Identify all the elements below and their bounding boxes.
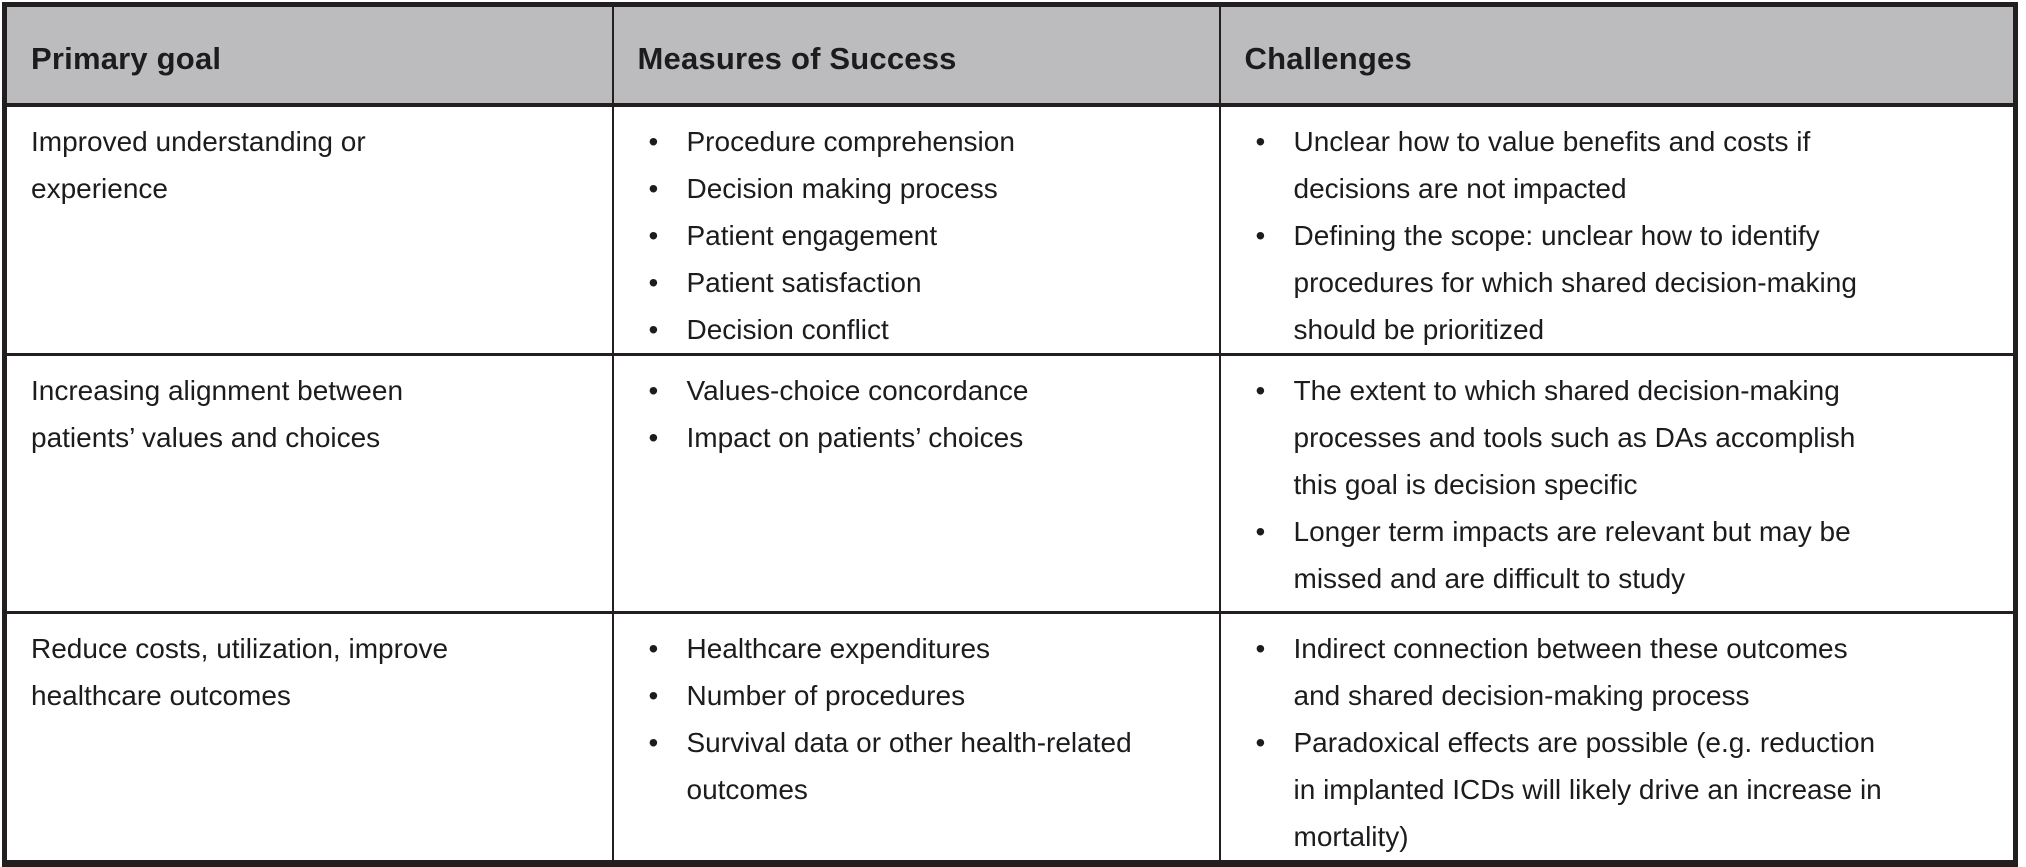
primary-goal-cell: Reduce costs, utilization, improve healt… [3, 611, 614, 864]
list-item: • Decision making process [638, 165, 1160, 212]
list-item-text: Number of procedures [686, 679, 966, 711]
table-body: Improved understanding or experience • Pro… [3, 103, 2017, 864]
primary-goal-cell: Increasing alignment between patients’ v… [3, 353, 614, 613]
list-item-text: Impact on patients’ choices [686, 421, 1024, 453]
measures-list: • Procedure comprehension • Decision making… [614, 118, 1211, 353]
list-item: • Impact on patients’ choices [638, 414, 1160, 461]
list-item: • Indirect connection between these outco… [1245, 625, 1900, 719]
list-item-text: Survival data or other health-related ou… [686, 726, 1132, 805]
bullet-icon: • [1255, 726, 1266, 758]
list-item-text: Values-choice concordance [686, 374, 1029, 406]
list-item-text: Defining the scope: unclear how to ident… [1293, 219, 1857, 345]
column-header-measures-of-success: Measures of Success [611, 3, 1221, 107]
table-row: Reduce costs, utilization, improve healt… [3, 611, 2017, 864]
bullet-icon: • [1255, 374, 1266, 406]
primary-goal-cell: Improved understanding or experience [3, 103, 614, 355]
bullet-icon: • [648, 632, 659, 664]
list-item: • Patient satisfaction [638, 259, 1160, 306]
list-item: • Decision conflict [638, 306, 1160, 353]
challenges-cell: • Indirect connection between these outco… [1218, 611, 2017, 864]
bullet-icon: • [648, 726, 659, 758]
list-item: • Paradoxical effects are possible (e.g. … [1245, 719, 1900, 860]
bullet-icon: • [1255, 125, 1266, 157]
list-item: • Longer term impacts are relevant but ma… [1245, 508, 1900, 602]
challenges-cell: • The extent to which shared decision-mak… [1218, 353, 2017, 613]
list-item: • Healthcare expenditures [638, 625, 1160, 672]
bullet-icon: • [648, 679, 659, 711]
list-item-text: Decision conflict [686, 313, 889, 345]
primary-goal-text: Reduce costs, utilization, improve healt… [31, 632, 449, 711]
header-row: Primary goal Measures of Success Challen… [3, 3, 2017, 107]
list-item-text: Longer term impacts are relevant but may… [1293, 515, 1851, 594]
challenges-list: • The extent to which shared decision-mak… [1221, 367, 2006, 602]
bullet-icon: • [648, 374, 659, 406]
list-item: • The extent to which shared decision-mak… [1245, 367, 1900, 508]
bullet-icon: • [648, 172, 659, 204]
primary-goal-text: Improved understanding or experience [31, 125, 366, 204]
bullet-icon: • [1255, 632, 1266, 664]
list-item-text: Procedure comprehension [686, 125, 1015, 157]
bullet-icon: • [648, 125, 659, 157]
list-item-text: Indirect connection between these outcom… [1293, 632, 1848, 711]
list-item-text: The extent to which shared decision-maki… [1293, 374, 1856, 500]
list-item-text: Patient engagement [686, 219, 938, 251]
challenges-cell: • Unclear how to value benefits and costs… [1218, 103, 2017, 355]
list-item: • Procedure comprehension [638, 118, 1160, 165]
list-item-text: Healthcare expenditures [686, 632, 991, 664]
list-item: • Patient engagement [638, 212, 1160, 259]
table-row: Improved understanding or experience • Pro… [3, 103, 2017, 355]
list-item: • Defining the scope: unclear how to iden… [1245, 212, 1900, 353]
bullet-icon: • [648, 219, 659, 251]
column-header-primary-goal: Primary goal [3, 3, 614, 107]
challenges-list: • Unclear how to value benefits and costs… [1221, 118, 2006, 353]
bullet-icon: • [648, 266, 659, 298]
measures-cell: • Values-choice concordance • Impact on pat… [611, 353, 1221, 613]
list-item: • Values-choice concordance [638, 367, 1160, 414]
measures-list: • Values-choice concordance • Impact on pat… [614, 367, 1211, 461]
measures-cell: • Healthcare expenditures • Number of proce… [611, 611, 1221, 864]
list-item-text: Patient satisfaction [686, 266, 922, 298]
list-item-text: Paradoxical effects are possible (e.g. r… [1293, 726, 1882, 852]
list-item: • Unclear how to value benefits and costs… [1245, 118, 1900, 212]
list-item: • Survival data or other health-related o… [638, 719, 1160, 813]
list-item-text: Unclear how to value benefits and costs … [1293, 125, 1811, 204]
list-item: • Number of procedures [638, 672, 1160, 719]
bullet-icon: • [648, 421, 659, 453]
column-header-challenges: Challenges [1218, 3, 2017, 107]
bullet-icon: • [1255, 219, 1266, 251]
challenges-list: • Indirect connection between these outco… [1221, 625, 2006, 860]
primary-goal-text: Increasing alignment between patients’ v… [31, 374, 404, 453]
measures-list: • Healthcare expenditures • Number of proce… [614, 625, 1211, 813]
table-row: Increasing alignment between patients’ v… [3, 353, 2017, 613]
measures-cell: • Procedure comprehension • Decision making… [611, 103, 1221, 355]
bullet-icon: • [648, 313, 659, 345]
list-item-text: Decision making process [686, 172, 998, 204]
bullet-icon: • [1255, 515, 1266, 547]
